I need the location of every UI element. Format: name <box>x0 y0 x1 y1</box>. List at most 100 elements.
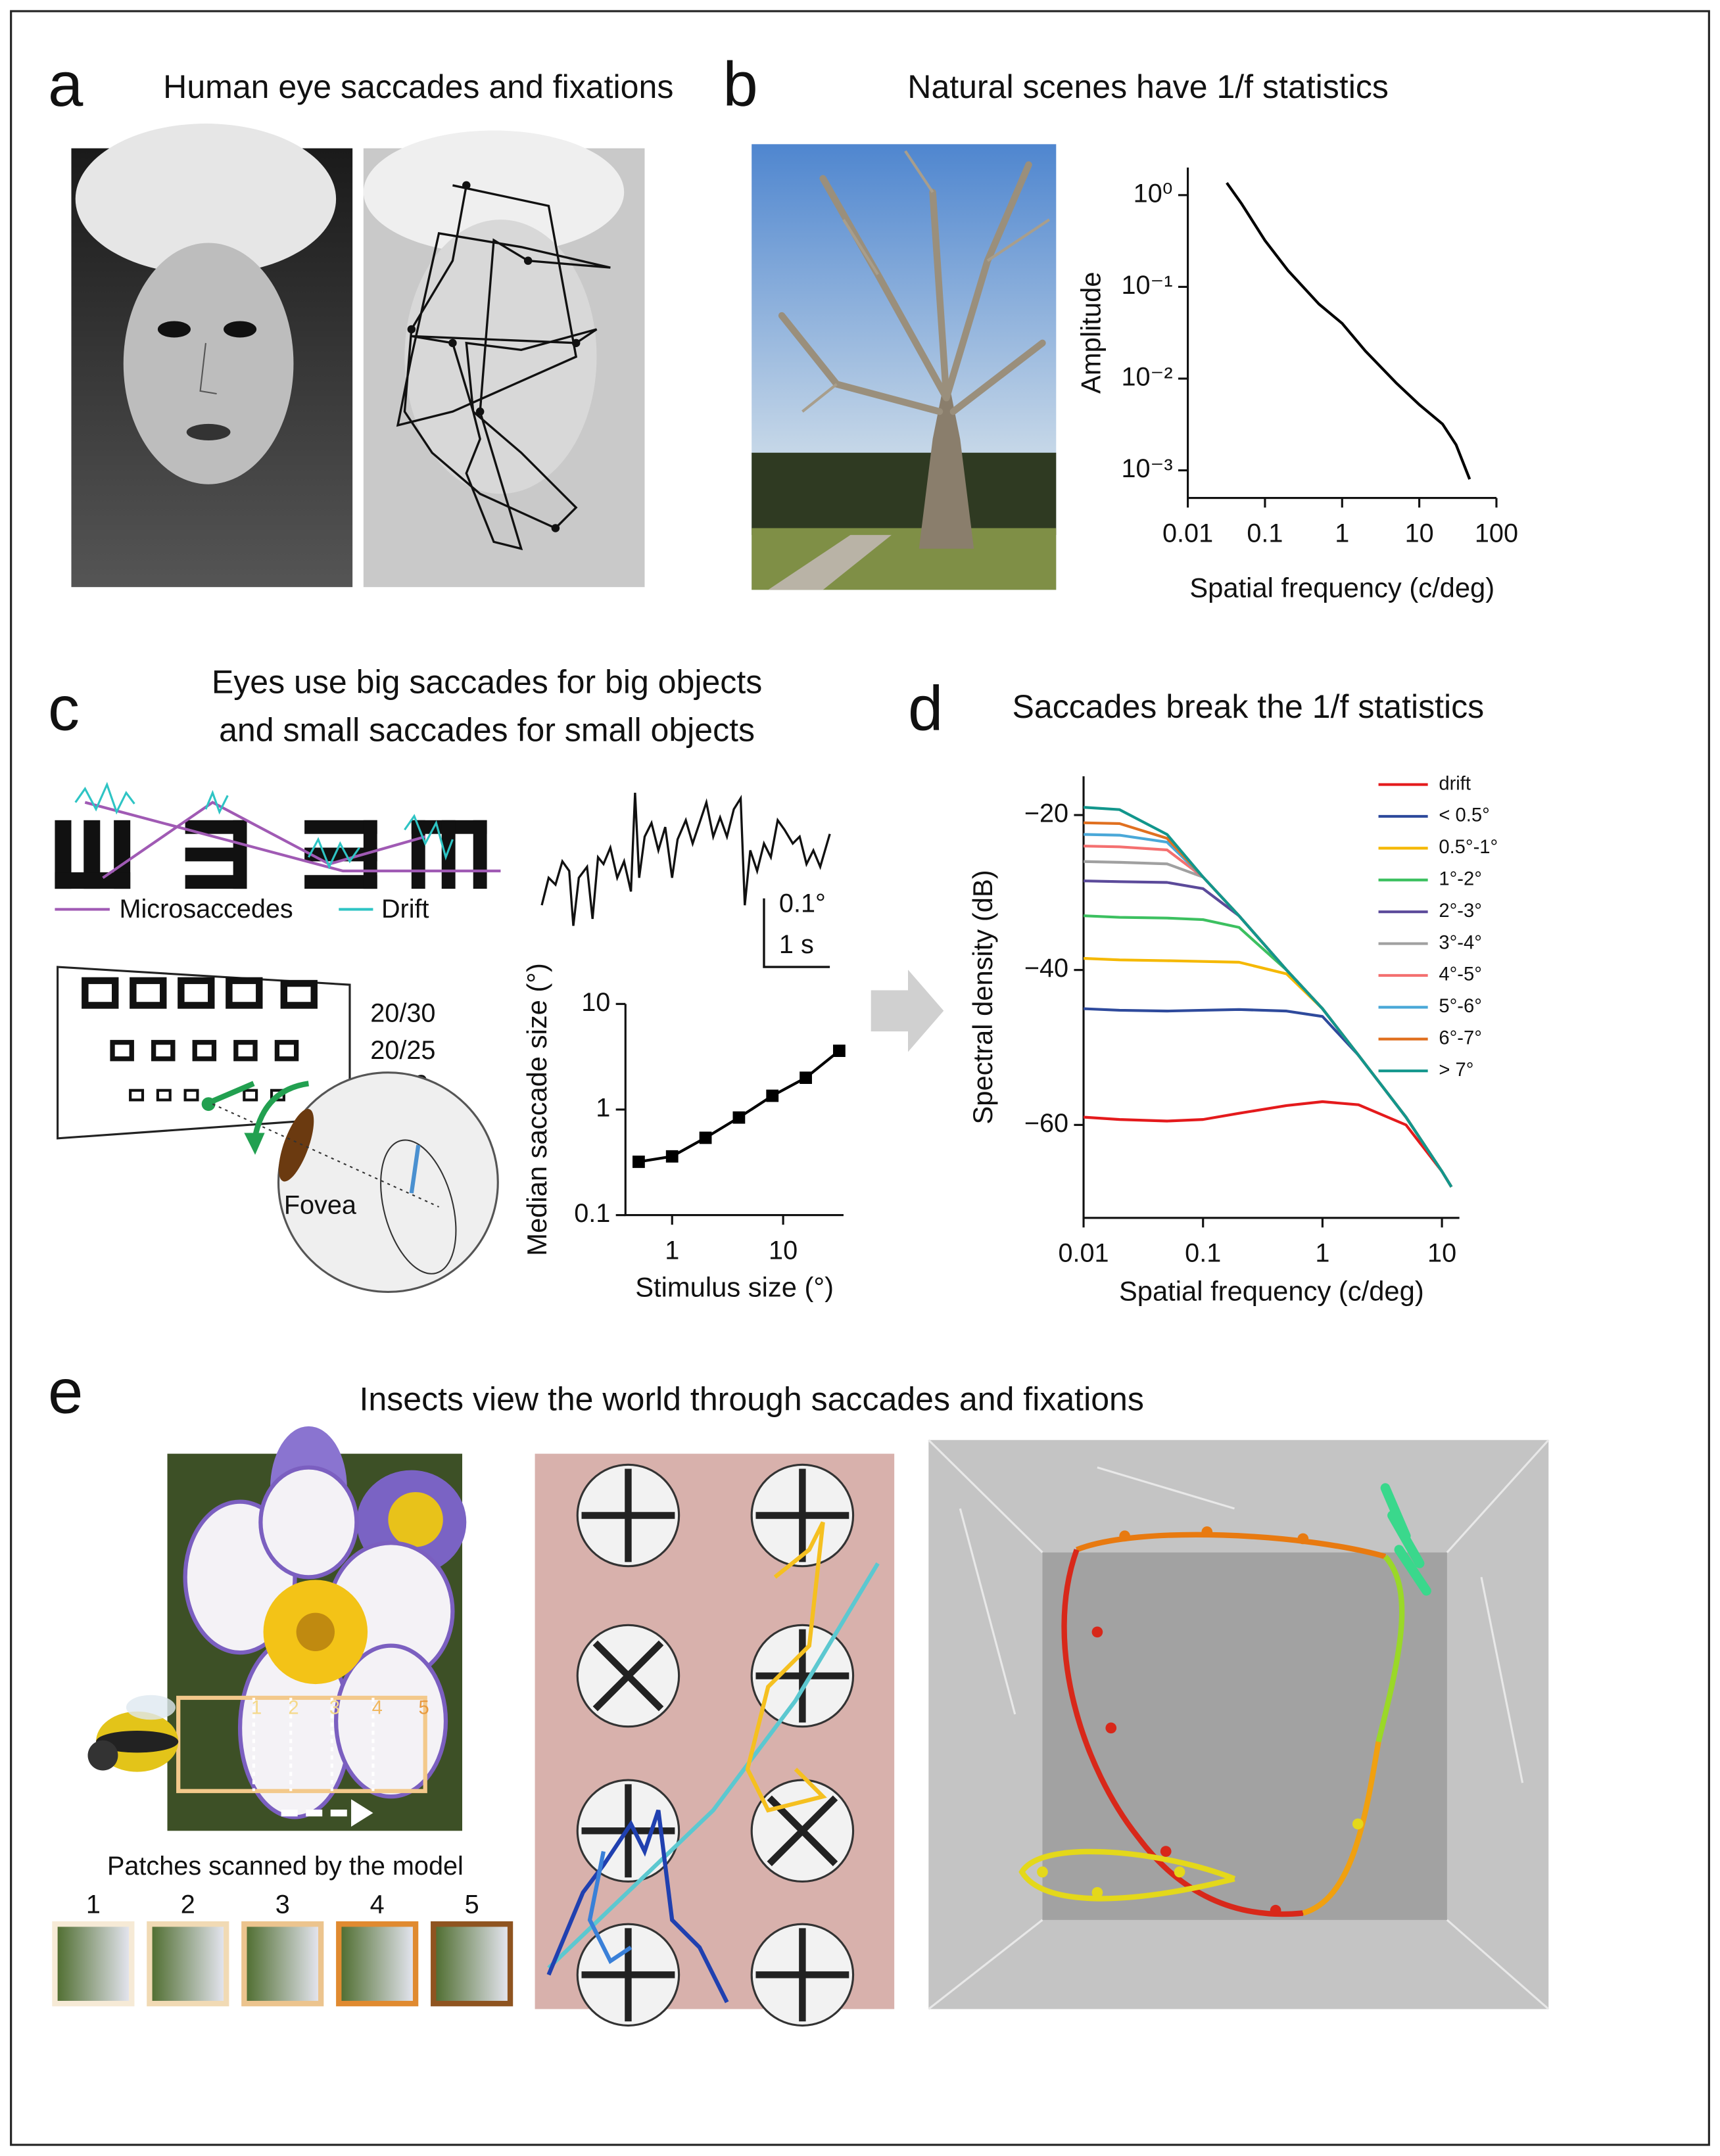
flight-arena-render-part-part <box>1119 1530 1130 1542</box>
flight-arena-render-part-part <box>1091 1626 1103 1638</box>
eye-position-trace <box>540 793 831 926</box>
tumbling-e-targets-part <box>441 820 456 889</box>
x-tick-label: 0.1 <box>1247 519 1283 548</box>
x-tick-label: 10 <box>769 1236 798 1265</box>
acuity-chart-part-part <box>82 977 119 1009</box>
flight-arena-render-part-part <box>1394 1545 1431 1596</box>
drift-traces <box>74 782 454 870</box>
tree-photo <box>752 144 1057 590</box>
panel-letter: b <box>723 49 757 120</box>
y-tick-label: 10 <box>581 988 610 1017</box>
face-photo-part <box>75 124 337 275</box>
acuity-label: 20/25 <box>370 1036 435 1065</box>
y-tick-label: 0.1 <box>574 1199 610 1228</box>
flower-photo-part <box>176 1695 427 1793</box>
acuity-chart-part <box>82 977 318 1009</box>
y-tick-label: 10⁻¹ <box>1121 271 1172 300</box>
acuity-chart-part-part <box>183 1089 199 1102</box>
panel-letter: c <box>48 673 80 743</box>
y-tick-label: 10⁰ <box>1134 179 1173 208</box>
flight-arena-render-part <box>1076 1532 1387 1560</box>
flight-arena-render-part-part <box>959 1508 1016 1715</box>
tree-photo-part-part <box>929 189 950 402</box>
panel-letter: e <box>48 1356 83 1426</box>
patches-part <box>147 1921 229 2007</box>
y-tick-label: −60 <box>1024 1109 1068 1138</box>
legend-label: drift <box>1439 773 1471 794</box>
face-photo-part <box>157 321 191 338</box>
scanpath-photo-part-part <box>407 325 416 334</box>
disk-cross <box>755 1468 849 1562</box>
flight-arena-render-part <box>1091 1626 1281 1916</box>
patch-number: 1 <box>86 1890 101 1919</box>
legend-label: > 7° <box>1439 1060 1473 1081</box>
flight-arena-render-part-part <box>1446 1439 1550 1553</box>
acuity-chart-part-part <box>192 1040 217 1062</box>
scale-label: 0.1° <box>779 889 826 918</box>
flight-arena-render-part-part <box>1097 1466 1235 1510</box>
flight-arena-render <box>928 1439 1550 2010</box>
disk-cross <box>581 1468 675 1562</box>
data-marker <box>833 1044 846 1058</box>
scanpath-photo-part <box>363 130 625 254</box>
patch-number: 3 <box>275 1890 290 1919</box>
flower-photo-part <box>333 1643 448 1799</box>
face-photo <box>71 124 353 588</box>
flight-arena-render-part-part <box>1480 1577 1524 1783</box>
y-tick-label: 10⁻² <box>1121 362 1172 391</box>
flight-arena-render-part <box>1018 1848 1236 1902</box>
tumbling-e-targets-part <box>304 875 377 889</box>
scale-label: 1 s <box>779 930 814 959</box>
panel-letter: a <box>48 49 84 120</box>
disk-cross <box>592 1640 664 1712</box>
flower-photo-part <box>87 1740 118 1771</box>
tree-photo-part <box>768 534 892 590</box>
eyeball-part <box>212 1103 439 1208</box>
eyeball-part <box>278 1108 314 1182</box>
flight-arena-render-part <box>1302 1741 1381 1916</box>
scan-number: 5 <box>418 1697 429 1718</box>
flower-photo-part <box>96 1730 179 1753</box>
legend-label: 6°-7° <box>1439 1027 1482 1048</box>
panel-title: Eyes use big saccades for big objects <box>212 664 762 701</box>
flight-arena-render-part-part <box>1387 1511 1425 1568</box>
flight-arena-render-part-part <box>1446 1919 1550 2010</box>
y-tick-label: 10⁻³ <box>1121 454 1172 483</box>
tree-photo-part-part <box>801 383 838 413</box>
eyeball-part <box>277 1071 499 1293</box>
x-tick-label: 1 <box>1315 1239 1329 1268</box>
flight-arena-render-part-part <box>1201 1526 1213 1537</box>
scanpath-photo-part <box>396 184 611 551</box>
flower-photo-part <box>296 1612 335 1651</box>
flight-arena-render-part-part <box>1270 1904 1281 1916</box>
x-tick-label: 0.01 <box>1162 519 1213 548</box>
acuity-chart-part-part <box>226 977 263 1009</box>
tumbling-e-targets-part <box>185 875 247 889</box>
acuity-chart-part-part <box>233 1040 258 1062</box>
acuity-chart-part-part <box>270 1089 285 1102</box>
legend-label: 0.5°-1° <box>1439 837 1498 858</box>
acuity-chart-part-part <box>110 1040 134 1062</box>
y-tick-label: 1 <box>596 1093 610 1122</box>
data-marker <box>633 1156 645 1168</box>
tree-photo-part-part <box>842 218 879 275</box>
flight-arena-render-part-part <box>1352 1818 1364 1830</box>
flight-arena-render-part-part <box>928 1439 1043 1553</box>
face-photo-part <box>123 243 294 484</box>
patch-number: 5 <box>465 1890 479 1919</box>
scanpath-photo-part-part <box>448 339 457 348</box>
x-axis-label: Spatial frequency (c/deg) <box>1189 572 1494 603</box>
scanpath-photo-part-part <box>571 339 581 348</box>
y-axis-label: Median saccade size (°) <box>521 963 552 1256</box>
x-tick-label: 10 <box>1427 1239 1456 1268</box>
legend-label: 5°-6° <box>1439 996 1482 1017</box>
flower-photo-part <box>252 1697 375 1791</box>
tree-photo-part <box>801 150 1051 413</box>
patch-number: 4 <box>370 1890 385 1919</box>
flight-arena-render-part-part <box>1297 1533 1309 1545</box>
x-tick-label: 100 <box>1475 519 1518 548</box>
eyeball <box>212 1071 499 1293</box>
data-marker <box>800 1071 812 1085</box>
panel-title: Human eye saccades and fixations <box>163 68 673 105</box>
patches-title: Patches scanned by the model <box>107 1852 464 1881</box>
